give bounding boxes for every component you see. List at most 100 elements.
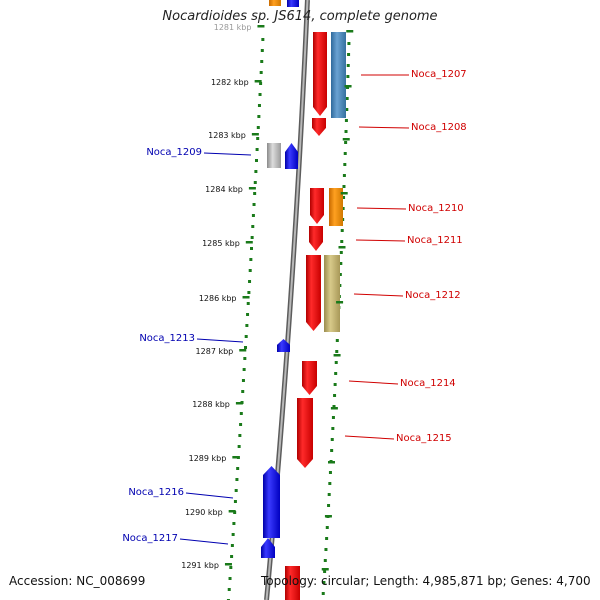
dotted-track-marker [253, 181, 257, 184]
map-title: Nocardioides sp. JS614, complete genome [162, 9, 438, 24]
dotted-track-marker [335, 350, 339, 353]
genome-summary-text: Topology: circular; Length: 4,985,871 bp… [261, 574, 591, 588]
dotted-track-marker [227, 588, 231, 591]
dotted-track-marker [345, 97, 349, 100]
dotted-track-marker [245, 324, 249, 327]
dotted-track-marker [244, 335, 248, 338]
gene-label: Noca_1216 [128, 487, 184, 498]
dotted-track-marker [325, 526, 329, 529]
dotted-track-marker [323, 570, 327, 573]
dotted-track-marker [248, 269, 252, 272]
ruler-tick [336, 301, 344, 304]
gene-feature-orange [329, 188, 343, 226]
dotted-track-marker [330, 449, 334, 452]
dotted-track-marker [237, 445, 241, 448]
gene-feature-orange [269, 0, 281, 6]
dotted-track-marker [247, 291, 251, 294]
dotted-track-marker [254, 159, 258, 162]
dotted-track-marker [346, 75, 350, 78]
dotted-track-marker [259, 82, 263, 85]
dotted-track-marker [344, 119, 348, 122]
ruler-tick [254, 80, 262, 83]
gene-label: Noca_1211 [407, 235, 463, 246]
dotted-track-marker [341, 207, 345, 210]
gene-label-leader-line [358, 126, 410, 129]
dotted-track-marker [251, 214, 255, 217]
dotted-track-marker [334, 361, 338, 364]
dotted-track-marker [339, 262, 343, 265]
gene-label-leader-line [356, 207, 407, 210]
dotted-track-marker [347, 53, 351, 56]
dotted-track-marker [260, 60, 264, 63]
dotted-track-marker [338, 273, 342, 276]
dotted-track-marker [256, 126, 260, 129]
gene-arrow-reverse [263, 466, 280, 538]
dotted-track-marker [253, 192, 257, 195]
dotted-track-marker [250, 236, 254, 239]
gene-arrow-forward [306, 255, 321, 331]
dotted-track-marker [259, 71, 263, 74]
gene-label: Noca_1208 [411, 122, 467, 133]
dotted-track-marker [342, 174, 346, 177]
ruler-tick [224, 563, 232, 566]
dotted-track-marker [246, 302, 250, 305]
gene-label: Noca_1210 [408, 203, 464, 214]
ruler-tick [346, 30, 354, 33]
ruler-tick [245, 241, 253, 244]
dotted-track-marker [328, 471, 332, 474]
dotted-track-marker [347, 42, 351, 45]
gene-arrow-forward [312, 118, 326, 136]
dotted-track-marker [344, 130, 348, 133]
ruler-tick [228, 510, 236, 513]
dotted-track-marker [260, 49, 264, 52]
gene-label: Noca_1207 [411, 69, 467, 80]
gene-arrow-forward [302, 361, 317, 395]
gene-label-leader-line [196, 338, 244, 343]
ruler-tick [242, 296, 250, 299]
dotted-track-marker [331, 416, 335, 419]
gene-feature-gray [267, 143, 281, 168]
ruler-label: 1291 kbp [181, 561, 219, 570]
ruler-tick [327, 461, 335, 464]
gene-arrow-forward [309, 226, 323, 251]
dotted-track-marker [327, 504, 331, 507]
dotted-track-marker [346, 64, 350, 67]
dotted-track-marker [251, 225, 255, 228]
gene-label: Noca_1213 [139, 333, 195, 344]
gene-arrow-forward [313, 32, 327, 116]
dotted-track-marker [345, 108, 349, 111]
dotted-track-marker [325, 537, 329, 540]
ruler-label: 1285 kbp [202, 239, 240, 248]
ruler-label: 1290 kbp [185, 508, 223, 517]
dotted-track-marker [342, 185, 346, 188]
dotted-track-marker [254, 170, 258, 173]
gene-arrow-forward [310, 188, 324, 224]
ruler-label: 1289 kbp [189, 454, 227, 463]
dotted-track-marker [257, 115, 261, 118]
ruler-label: 1282 kbp [211, 78, 249, 87]
gene-arrow-forward [285, 566, 300, 600]
dotted-track-marker [249, 258, 253, 261]
dotted-track-marker [232, 522, 236, 525]
gene-arrow-reverse [261, 538, 275, 558]
gene-label: Noca_1217 [122, 533, 178, 544]
dotted-track-marker [330, 438, 334, 441]
dotted-track-marker [342, 196, 346, 199]
dotted-track-marker [334, 372, 338, 375]
dotted-track-marker [228, 577, 232, 580]
gene-label-leader-line [185, 492, 234, 499]
ruler-tick [257, 25, 265, 28]
ruler-label: 1287 kbp [196, 347, 234, 356]
dotted-track-marker [327, 493, 331, 496]
gene-label-leader-line [355, 239, 406, 242]
dotted-track-marker [323, 559, 327, 562]
dotted-track-marker [340, 229, 344, 232]
gene-label: Noca_1214 [400, 378, 456, 389]
ruler-tick [338, 246, 346, 249]
dotted-track-marker [261, 38, 265, 41]
accession-text: Accession: NC_008699 [9, 574, 146, 588]
dotted-track-marker [333, 394, 337, 397]
dotted-track-marker [321, 592, 325, 595]
